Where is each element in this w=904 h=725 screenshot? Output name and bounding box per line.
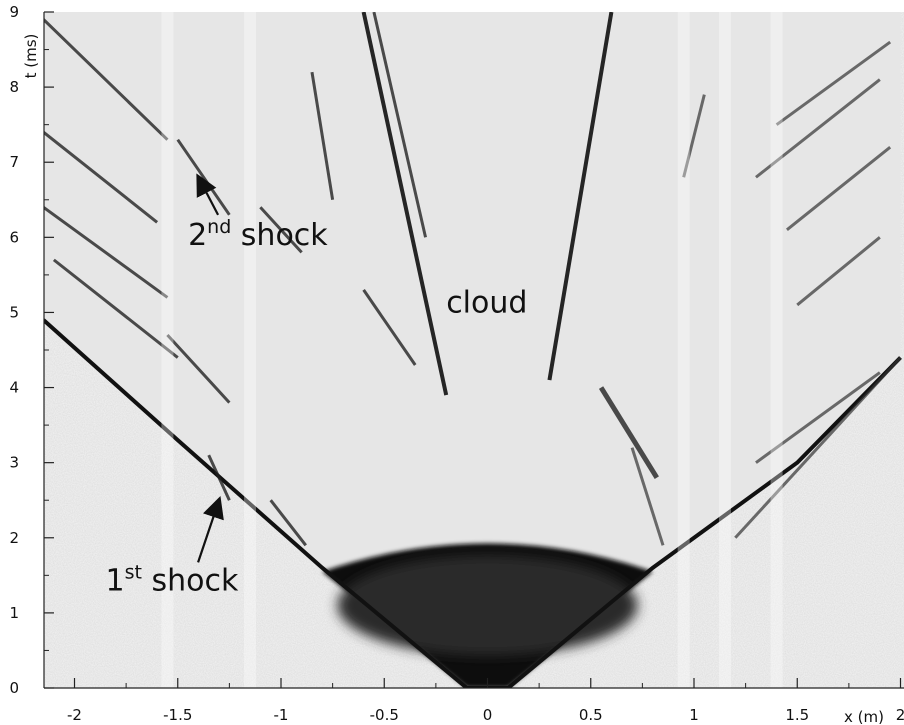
streak: [44, 131, 159, 224]
x-axis-title: x (m): [844, 708, 884, 725]
vertical-band: [718, 12, 731, 688]
streak: [269, 499, 307, 547]
streak: [361, 12, 449, 396]
x-tick-label: -2: [67, 706, 82, 724]
x-tick-label: -1: [274, 706, 289, 724]
y-tick-label: 1: [9, 604, 19, 622]
y-tick-label: 5: [9, 303, 19, 321]
upper-region: [44, 12, 901, 688]
streak: [44, 18, 169, 141]
annotation-arrow: [197, 496, 224, 563]
y-tick-label: 4: [9, 379, 19, 397]
streak: [775, 40, 892, 126]
streak: [682, 94, 706, 178]
x-tick-label: 0: [483, 706, 493, 724]
streak: [372, 12, 428, 238]
cone-shadow: [337, 555, 638, 656]
streak: [207, 454, 231, 501]
annotation-text: 1st shock: [105, 561, 238, 598]
streak: [166, 333, 231, 404]
streak: [362, 289, 417, 366]
annotations: 2nd shock cloud 1st shock: [105, 173, 527, 598]
streak: [755, 78, 881, 179]
streak: [630, 447, 665, 546]
y-tick-label: 8: [9, 78, 19, 96]
y-tick-label: 3: [9, 454, 19, 472]
x-tick-label: 2: [896, 706, 904, 724]
y-tick-label: 7: [9, 153, 19, 171]
streak: [259, 206, 303, 254]
vertical-band: [244, 12, 257, 688]
streak: [310, 71, 335, 201]
x-tick-label: -0.5: [370, 706, 399, 724]
y-tick-label: 0: [9, 679, 19, 697]
annotation-arrow: [196, 173, 220, 216]
streak: [44, 206, 169, 299]
streak: [598, 386, 659, 480]
x-tick-label: 1.5: [785, 706, 809, 724]
axes: -2 -1.5 -1 -0.5 0 0.5 1 1.5 2 0 1 2 3 4 5 6 7 8 9 x (m) t (m…: [9, 3, 904, 725]
vertical-band: [677, 12, 690, 688]
streak: [52, 258, 179, 359]
heatmap-features: [44, 12, 902, 688]
vertical-band: [770, 12, 783, 688]
y-tick-label: 6: [9, 228, 19, 246]
annotation-text: cloud: [446, 285, 527, 320]
y-axis-title: t (ms): [22, 34, 40, 79]
y-tick-label: 9: [9, 3, 19, 21]
vertical-band: [161, 12, 174, 688]
annotation-text: 2nd shock: [188, 216, 328, 253]
x-tick-label: 1: [689, 706, 699, 724]
streak: [547, 12, 614, 381]
streak: [734, 356, 902, 539]
streak: [796, 236, 881, 307]
streak: [785, 146, 892, 231]
x-tick-label: 0.5: [579, 706, 603, 724]
x-tick-label: -1.5: [163, 706, 192, 724]
y-tick-label: 2: [9, 529, 19, 547]
streak: [755, 371, 881, 464]
first-shock-front: [44, 318, 902, 688]
